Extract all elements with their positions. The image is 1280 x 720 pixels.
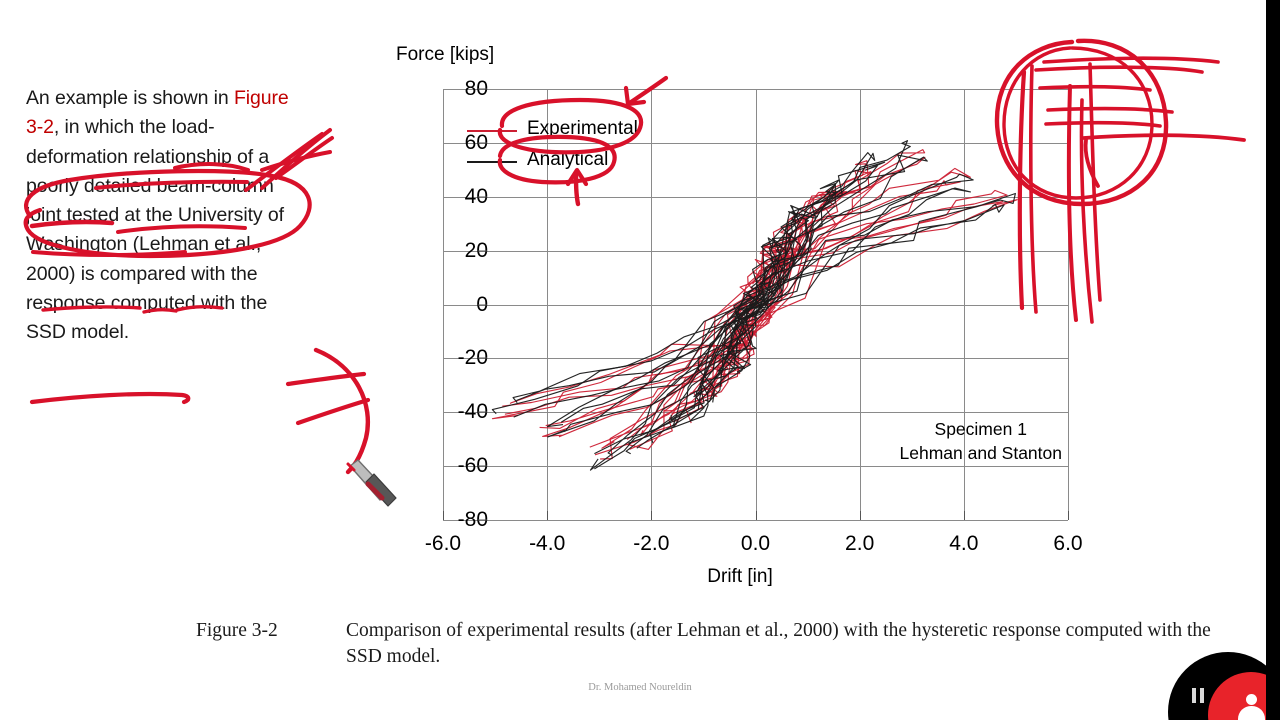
specimen-line-2: Lehman and Stanton: [899, 443, 1063, 463]
x-tick-label: 0.0: [740, 532, 771, 555]
x-tick-mark: [1068, 511, 1069, 520]
person-body: [1238, 706, 1265, 720]
y-tick-label: 40: [464, 184, 488, 208]
gridline-vertical: [859, 89, 861, 520]
ink-underline-ssd-model: [29, 391, 191, 405]
x-tick-mark: [859, 511, 861, 520]
hysteresis-loop: [589, 156, 926, 449]
person-head: [1246, 694, 1257, 705]
y-tick-mark: [478, 142, 487, 144]
ink-column-right: [1088, 62, 1102, 302]
legend-swatch-experimental: [467, 130, 517, 132]
x-tick-label: -2.0: [633, 532, 670, 555]
legend-row-analytical: Analytical: [467, 146, 687, 177]
presenter-credit: Dr. Mohamed Noureldin: [588, 682, 692, 693]
ink-arrow-curve-lowerleft: [313, 347, 371, 475]
hysteresis-loop: [594, 154, 928, 456]
y-tick-label: -20: [457, 346, 488, 370]
plot-area: Experimental Analytical Specimen 1 Lehma…: [425, 77, 1083, 555]
right-edge-bar: [1266, 0, 1280, 720]
x-tick-label: 2.0: [845, 532, 875, 555]
y-tick-label: -60: [457, 454, 488, 478]
x-tick-label: 6.0: [1053, 532, 1083, 555]
pen-cursor-icon: [346, 459, 397, 507]
hysteresis-loop: [547, 173, 974, 438]
slide-body-text: An example is shown in Figure 3-2, in wh…: [26, 84, 296, 348]
gridline-horizontal: [443, 520, 1068, 521]
legend-label-experimental: Experimental: [527, 118, 638, 139]
hysteresis-loop: [546, 187, 971, 428]
y-tick-mark: [478, 465, 487, 467]
x-tick-label: -4.0: [529, 532, 566, 555]
specimen-line-1: Specimen 1: [934, 419, 1027, 439]
hysteresis-loop: [625, 160, 870, 450]
ink-beam-6: [1082, 133, 1246, 142]
y-tick-mark: [478, 88, 487, 90]
y-tick-mark: [478, 250, 487, 252]
y-tick-label: -80: [457, 508, 488, 531]
y-tick-label: 20: [464, 238, 488, 262]
x-tick-label: 4.0: [949, 532, 979, 555]
y-tick-mark: [478, 304, 487, 305]
playback-time: 05:31: [1222, 8, 1272, 29]
chart-legend: Experimental Analytical: [467, 115, 687, 177]
y-tick-label: 60: [464, 130, 488, 154]
gridline-vertical: [651, 89, 653, 520]
figure-reference-link[interactable]: Figure 3-2: [26, 87, 289, 139]
legend-swatch-analytical: [467, 161, 517, 163]
x-tick-mark: [963, 511, 965, 520]
person-icon: [1238, 694, 1265, 720]
y-tick-label: 80: [464, 77, 488, 100]
gridline-vertical: [963, 89, 965, 520]
x-tick-mark: [755, 511, 757, 520]
y-tick-mark: [478, 357, 487, 359]
hysteresis-curves: [491, 140, 1018, 471]
gridline-vertical: [547, 89, 549, 520]
gridline-vertical: [1068, 89, 1069, 520]
x-tick-mark: [547, 511, 549, 520]
x-axis-title: Drift [in]: [707, 566, 773, 587]
y-tick-label: -40: [457, 400, 488, 424]
caption-label: Figure 3-2: [196, 620, 278, 641]
y-tick-mark: [478, 411, 487, 413]
legend-row-experimental: Experimental: [467, 115, 687, 146]
legend-label-analytical: Analytical: [527, 149, 609, 170]
x-tick-mark: [651, 511, 653, 520]
y-tick-mark: [478, 519, 487, 521]
y-tick-mark: [478, 196, 487, 198]
specimen-annotation: Specimen 1 Lehman and Stanton: [900, 417, 1063, 465]
x-axis-ticks: -6.0 -4.0 -2.0 0.0 2.0 4.0 6.0: [425, 511, 1083, 560]
body-text-pre: An example is shown in: [26, 87, 234, 109]
x-tick-mark: [443, 511, 444, 520]
hysteresis-loop: [512, 203, 1005, 403]
ink-arrow-tail-1: [285, 371, 367, 387]
caption-body: Comparison of experimental results (afte…: [346, 620, 1211, 667]
body-text-post: , in which the load-deformation relation…: [26, 116, 284, 344]
gridline-vertical: [443, 89, 444, 520]
x-tick-label: -6.0: [424, 532, 462, 555]
hysteresis-chart: Force [kips] Drift [in] Experimental Ana…: [390, 44, 1090, 604]
ink-arrow-tail-2: [295, 397, 371, 426]
y-axis-title: Force [kips]: [396, 44, 495, 65]
y-axis-ticks: 80 60 40 20 0 -20 -40 -60 -80: [433, 77, 488, 531]
